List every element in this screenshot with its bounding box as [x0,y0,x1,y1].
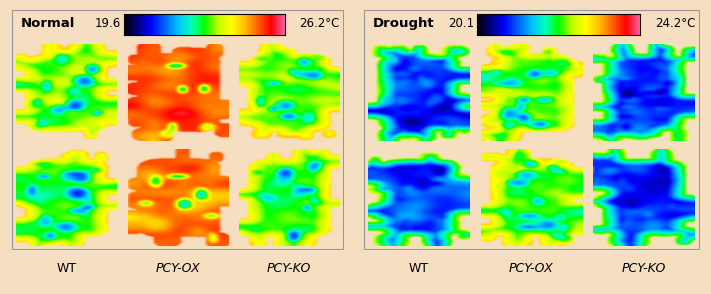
Text: WT: WT [409,262,429,275]
Text: PCY-OX: PCY-OX [509,262,554,275]
Text: Drought: Drought [373,17,434,30]
Text: 24.2°C: 24.2°C [655,17,695,30]
FancyBboxPatch shape [364,10,699,249]
Text: 19.6: 19.6 [95,17,121,30]
FancyBboxPatch shape [12,10,343,249]
Text: PCY-KO: PCY-KO [267,262,311,275]
Text: PCY-KO: PCY-KO [622,262,666,275]
Text: PCY-OX: PCY-OX [156,262,200,275]
Text: WT: WT [56,262,76,275]
Text: 26.2°C: 26.2°C [299,17,340,30]
Text: 20.1: 20.1 [448,17,474,30]
Text: Normal: Normal [21,17,75,30]
